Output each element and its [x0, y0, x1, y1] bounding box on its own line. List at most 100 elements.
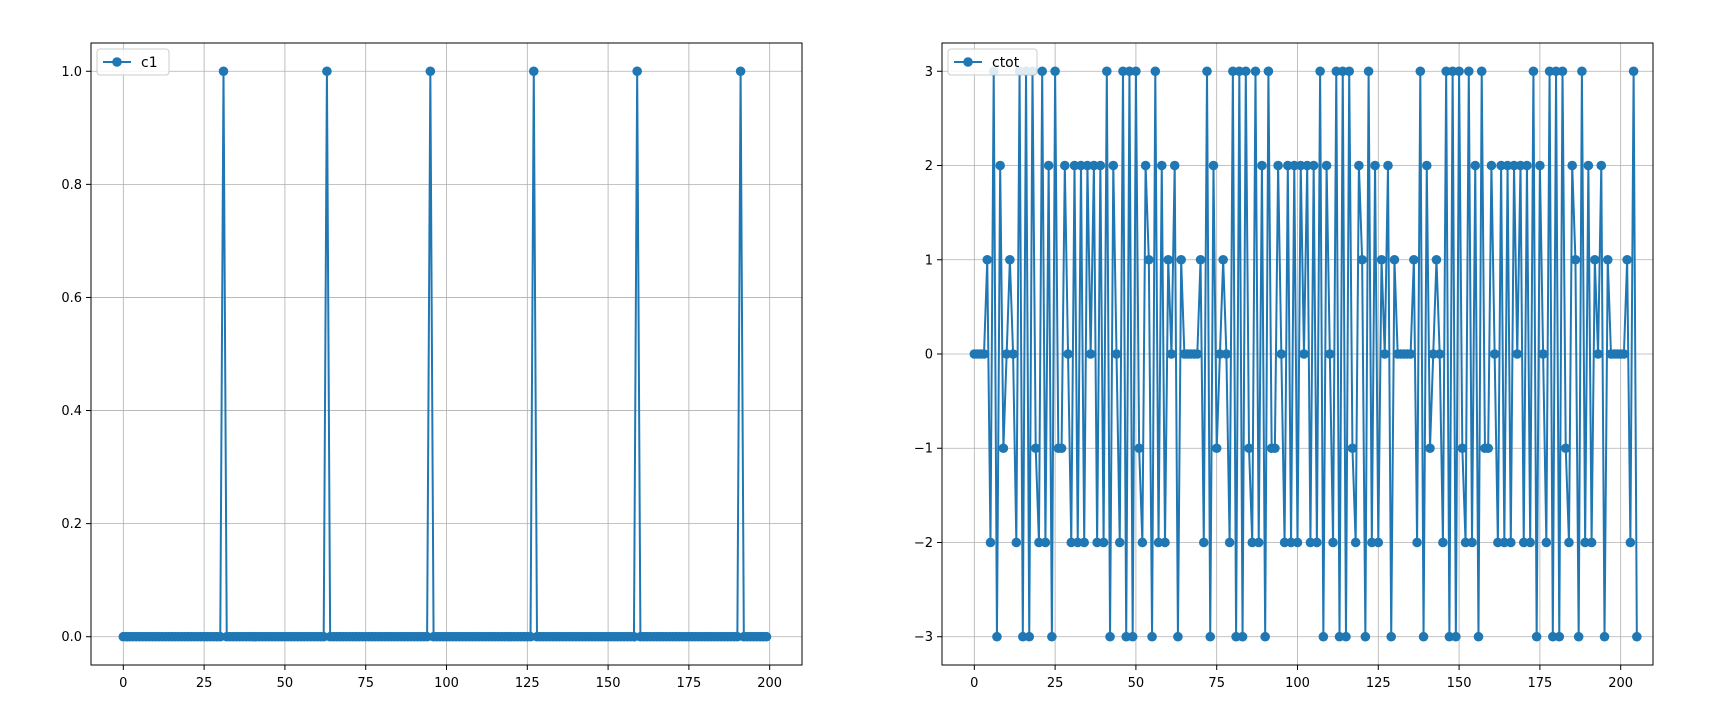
data-point: [1554, 631, 1565, 642]
data-point: [1376, 254, 1387, 265]
data-point: [1127, 631, 1138, 642]
data-point: [1221, 349, 1232, 359]
data-point: [1098, 537, 1109, 548]
data-point: [1156, 160, 1167, 171]
y-tick-label: 0.2: [61, 517, 82, 532]
data-point: [1005, 254, 1015, 265]
x-tick-label: 175: [1527, 676, 1552, 691]
data-point: [1622, 254, 1632, 265]
data-point: [1250, 66, 1261, 77]
y-tick-label: −2: [914, 536, 933, 551]
data-point: [1056, 443, 1067, 454]
data-point: [1454, 66, 1464, 77]
data-point: [1602, 254, 1613, 265]
data-point: [1470, 160, 1481, 171]
data-point: [1253, 537, 1264, 548]
data-point: [1383, 160, 1393, 171]
x-tick-label: 200: [757, 676, 782, 691]
data-point: [1111, 349, 1122, 359]
data-point: [1360, 631, 1371, 642]
data-point: [1192, 349, 1203, 359]
data-point: [1105, 631, 1115, 642]
data-point: [1525, 537, 1535, 548]
data-point: [1363, 66, 1374, 77]
data-point: [1573, 631, 1584, 642]
data-point: [1357, 254, 1367, 265]
data-point: [1434, 349, 1445, 359]
data-point: [1325, 349, 1335, 359]
data-point: [979, 349, 989, 359]
data-point: [1160, 537, 1170, 548]
data-point: [1463, 66, 1474, 77]
data-point: [1169, 160, 1180, 171]
data-point: [1292, 537, 1303, 548]
data-point: [1173, 631, 1183, 642]
data-point: [1370, 160, 1380, 171]
data-point: [1586, 537, 1597, 548]
data-point: [1344, 66, 1355, 77]
data-point: [1535, 160, 1545, 171]
data-point: [1564, 537, 1574, 548]
data-point: [1596, 160, 1607, 171]
data-point: [1409, 254, 1419, 265]
y-tick-label: 1: [925, 253, 933, 268]
data-point: [1625, 537, 1636, 548]
chart-panel-1: 0 25 50 75 100 125 150 175 200 0.0 0.2 0.4 0.6 0.8 1.0…: [61, 42, 803, 691]
data-point: [632, 66, 642, 77]
x-tick-label: 50: [277, 676, 294, 691]
data-point: [1531, 631, 1542, 642]
data-point: [1486, 160, 1497, 171]
data-point: [998, 443, 1009, 454]
data-point: [1260, 631, 1270, 642]
data-point: [1577, 66, 1587, 77]
y-tick-label: −3: [914, 630, 933, 645]
data-point: [985, 537, 996, 548]
series-markers-ctot: [969, 66, 1642, 642]
data-point: [1451, 631, 1461, 642]
data-point: [1522, 160, 1532, 171]
data-point: [1512, 349, 1523, 359]
data-point: [1163, 254, 1174, 265]
data-point: [1211, 443, 1222, 454]
data-point: [1412, 537, 1422, 548]
data-point: [1421, 160, 1432, 171]
data-point: [1489, 349, 1500, 359]
y-tick-label: 2: [925, 159, 933, 174]
data-point: [1150, 66, 1161, 77]
data-point: [1386, 631, 1397, 642]
data-point: [1560, 443, 1571, 454]
data-point: [1308, 160, 1319, 171]
y-tick-label: 0.4: [61, 404, 82, 419]
data-point: [982, 254, 993, 265]
data-point: [1144, 254, 1154, 265]
data-point: [1114, 537, 1125, 548]
data-point: [1202, 66, 1212, 77]
data-point: [1619, 349, 1629, 359]
data-point: [1276, 349, 1287, 359]
data-point: [1405, 349, 1416, 359]
x-tick-label: 100: [1285, 676, 1310, 691]
data-point: [1208, 160, 1219, 171]
data-point: [1131, 66, 1141, 77]
legend-box: [96, 48, 170, 76]
x-tick-label: 75: [357, 676, 374, 691]
y-tick-label: 1.0: [61, 65, 82, 80]
legend-label: ctot: [992, 55, 1020, 71]
x-tick-label: 75: [1208, 676, 1225, 691]
data-point: [1418, 631, 1429, 642]
data-point: [1240, 66, 1251, 77]
data-point: [995, 160, 1005, 171]
data-point: [1205, 631, 1216, 642]
legend: ctot: [947, 48, 1038, 76]
data-point: [1347, 443, 1358, 454]
data-point: [1354, 160, 1364, 171]
data-point: [1008, 349, 1018, 359]
data-point: [1050, 66, 1060, 77]
data-point: [1599, 631, 1610, 642]
data-point: [1628, 66, 1639, 77]
data-point: [1166, 349, 1177, 359]
data-point: [1030, 443, 1041, 454]
data-point: [1060, 160, 1070, 171]
legend-box: [947, 48, 1038, 76]
data-point: [528, 66, 539, 77]
